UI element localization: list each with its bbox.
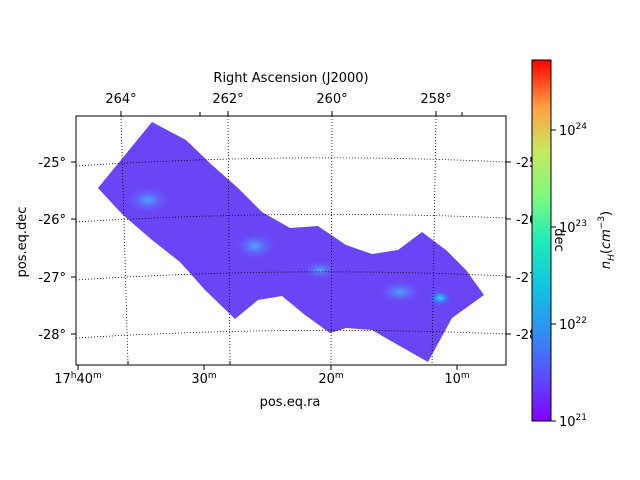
hotspot — [233, 232, 277, 260]
data-coverage-region — [98, 122, 484, 362]
top-tick-label: 258° — [420, 92, 451, 107]
colorbar-tick-label: 1023 — [559, 219, 587, 236]
top-axis-title: Right Ascension (J2000) — [213, 71, 368, 86]
grid-line-dec — [76, 157, 506, 167]
hotspot — [378, 280, 422, 304]
right-axis-title: dec — [551, 228, 566, 251]
x-axis-label: pos.eq.ra — [260, 395, 321, 410]
bottom-tick-label: 17h40m — [54, 371, 102, 387]
hotspot — [126, 186, 170, 214]
left-tick-label: -25° — [38, 156, 66, 171]
colorbar-label: nH(cm−3) — [597, 211, 617, 269]
graticule — [76, 116, 506, 365]
grid-line-dec — [76, 213, 506, 223]
colorbar: 1021 1022 1023 1024 nH(cm−3) — [531, 59, 617, 430]
left-tick-label: -26° — [38, 213, 66, 228]
left-tick-label: -27° — [38, 271, 66, 286]
hotspot — [428, 290, 452, 306]
left-tick-label: -28° — [38, 328, 66, 343]
top-tick-label: 262° — [212, 92, 243, 107]
top-tick-label: 264° — [105, 92, 136, 107]
grid-line-dec — [76, 329, 506, 339]
bottom-tick-label: 20m — [318, 371, 343, 387]
grid-line-ra — [330, 116, 333, 365]
colorbar-tick-label: 1021 — [559, 413, 587, 430]
plot-frame — [75, 115, 507, 366]
bottom-tick-label: 10m — [444, 371, 469, 387]
grid-line-dec — [76, 271, 506, 281]
grid-line-ra — [431, 116, 437, 365]
top-tick-label: 260° — [316, 92, 347, 107]
bottom-tick-label: 30m — [191, 371, 216, 387]
grid-line-ra — [120, 116, 129, 365]
tick-marks — [71, 111, 511, 370]
hotspot — [302, 260, 338, 280]
colorbar-tick-label: 1024 — [559, 122, 587, 139]
grid-line-ra — [227, 116, 231, 365]
colorbar-tick-label: 1022 — [559, 316, 587, 333]
colorbar-gradient — [531, 59, 552, 422]
map-plot-area — [76, 116, 506, 365]
y-axis-label: pos.eq.dec — [15, 207, 30, 278]
